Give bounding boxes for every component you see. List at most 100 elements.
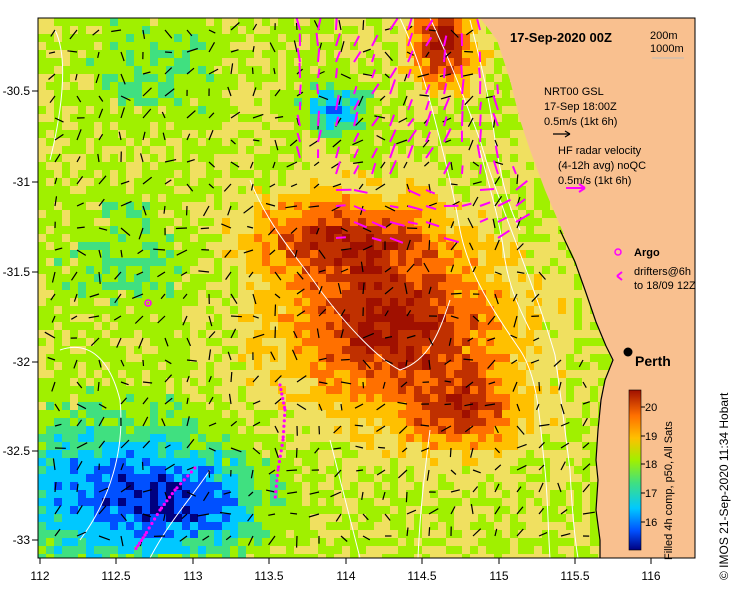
sst-cell	[78, 194, 86, 202]
sst-cell	[422, 266, 430, 274]
sst-cell	[350, 274, 358, 282]
sst-cell	[430, 90, 438, 98]
sst-cell	[342, 426, 350, 434]
sst-cell	[502, 474, 510, 482]
sst-cell	[510, 530, 518, 538]
sst-cell	[166, 226, 174, 234]
sst-cell	[382, 18, 390, 26]
sst-cell	[198, 386, 206, 394]
sst-cell	[486, 402, 494, 410]
sst-cell	[110, 402, 118, 410]
sst-cell	[190, 402, 198, 410]
sst-cell	[334, 410, 342, 418]
sst-cell	[70, 258, 78, 266]
sst-cell	[478, 162, 486, 170]
sst-cell	[190, 42, 198, 50]
sst-cell	[198, 410, 206, 418]
sst-cell	[126, 322, 134, 330]
sst-cell	[478, 402, 486, 410]
sst-cell	[326, 130, 334, 138]
sst-cell	[326, 418, 334, 426]
sst-cell	[246, 546, 254, 554]
sst-cell	[422, 482, 430, 490]
sst-cell	[158, 66, 166, 74]
sst-cell	[206, 418, 214, 426]
sst-cell	[270, 114, 278, 122]
sst-cell	[574, 362, 582, 370]
sst-cell	[190, 290, 198, 298]
sst-cell	[478, 290, 486, 298]
sst-cell	[374, 322, 382, 330]
sst-cell	[534, 466, 542, 474]
sst-cell	[46, 394, 54, 402]
sst-cell	[518, 346, 526, 354]
sst-cell	[486, 290, 494, 298]
sst-cell	[254, 178, 262, 186]
sst-cell	[502, 114, 510, 122]
sst-cell	[430, 322, 438, 330]
sst-cell	[358, 226, 366, 234]
sst-cell	[222, 178, 230, 186]
sst-cell	[454, 530, 462, 538]
sst-cell	[278, 474, 286, 482]
sst-cell	[582, 306, 590, 314]
sst-cell	[190, 498, 198, 506]
sst-cell	[334, 394, 342, 402]
sst-cell	[286, 554, 294, 558]
sst-cell	[518, 434, 526, 442]
sst-cell	[326, 50, 334, 58]
sst-cell	[110, 474, 118, 482]
sst-cell	[510, 370, 518, 378]
sst-cell	[158, 98, 166, 106]
sst-cell	[150, 490, 158, 498]
sst-cell	[198, 194, 206, 202]
sst-cell	[510, 474, 518, 482]
sst-cell	[102, 186, 110, 194]
sst-cell	[238, 282, 246, 290]
sst-cell	[270, 458, 278, 466]
sst-cell	[214, 74, 222, 82]
sst-cell	[342, 50, 350, 58]
sst-cell	[46, 490, 54, 498]
sst-cell	[334, 450, 342, 458]
sst-cell	[206, 226, 214, 234]
sst-cell	[486, 322, 494, 330]
sst-cell	[318, 354, 326, 362]
sst-cell	[62, 346, 70, 354]
sst-cell	[302, 522, 310, 530]
sst-cell	[286, 506, 294, 514]
sst-cell	[246, 130, 254, 138]
sst-cell	[398, 434, 406, 442]
sst-cell	[230, 210, 238, 218]
sst-cell	[190, 274, 198, 282]
sst-cell	[390, 226, 398, 234]
sst-cell	[326, 442, 334, 450]
sst-cell	[342, 490, 350, 498]
sst-cell	[502, 514, 510, 522]
sst-cell	[430, 50, 438, 58]
sst-cell	[54, 82, 62, 90]
sst-cell	[214, 98, 222, 106]
sst-cell	[150, 266, 158, 274]
sst-cell	[198, 34, 206, 42]
sst-cell	[334, 330, 342, 338]
sst-cell	[238, 202, 246, 210]
sst-cell	[454, 354, 462, 362]
sst-cell	[222, 250, 230, 258]
sst-cell	[262, 338, 270, 346]
sst-cell	[94, 226, 102, 234]
sst-cell	[510, 554, 518, 558]
sst-cell	[542, 522, 550, 530]
sst-cell	[206, 82, 214, 90]
sst-cell	[430, 354, 438, 362]
sst-cell	[286, 522, 294, 530]
sst-cell	[542, 506, 550, 514]
gsl-arrow	[440, 95, 452, 100]
sst-cell	[54, 450, 62, 458]
sst-cell	[342, 210, 350, 218]
sst-cell	[254, 330, 262, 338]
sst-cell	[150, 242, 158, 250]
sst-cell	[366, 394, 374, 402]
sst-cell	[270, 490, 278, 498]
sst-cell	[502, 450, 510, 458]
